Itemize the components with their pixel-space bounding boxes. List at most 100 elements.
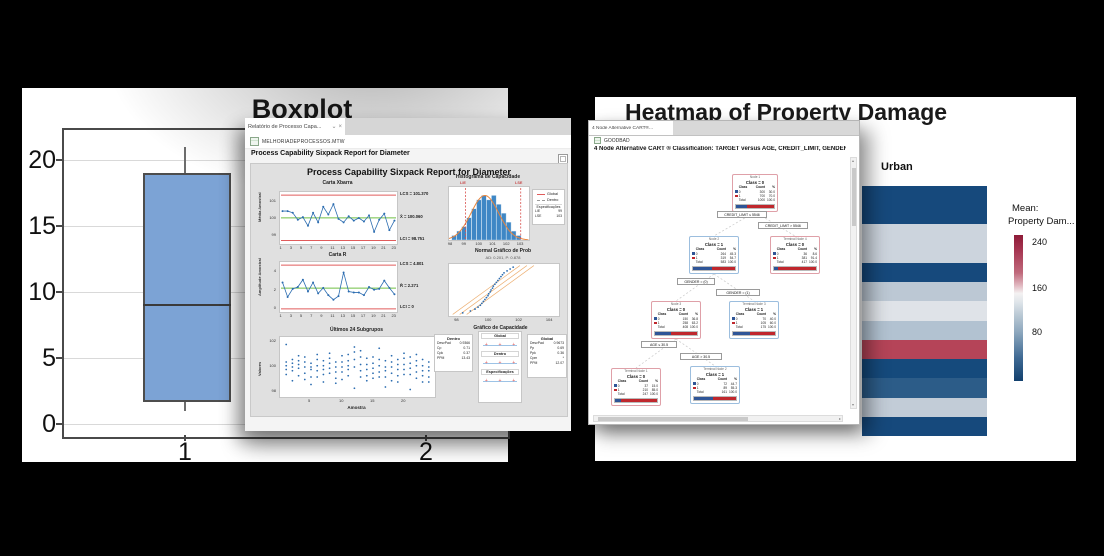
legend-overall-label: Global	[547, 192, 558, 196]
tree-node-n2[interactable]: Node 2 Class = 1 Class Count% 0 264 45.3 1 319 54…	[689, 236, 739, 274]
tick-label: 103	[516, 241, 524, 246]
node-class-row: 1 210 85.0	[614, 388, 658, 392]
stat-row: DesvPad 0.9673	[530, 341, 564, 345]
node-table-header: Class Count%	[738, 185, 775, 190]
node-class-label: Class = 0	[666, 306, 686, 312]
tick-label: 15	[350, 245, 356, 250]
r-ucl-label: LCS = 4.801	[400, 261, 424, 266]
tab-process-capability[interactable]: Relatório de Processo Capa... ⌄ ×	[245, 118, 345, 135]
y-axis-label: 0	[42, 410, 56, 438]
tick-label: 104	[545, 317, 553, 322]
tick-label: 13	[340, 313, 346, 318]
xbar-lcl-label: LCI = 98.751	[400, 236, 425, 241]
horizontal-scrollbar[interactable]: ▸	[593, 415, 843, 422]
legend-within-label: Dentro	[547, 198, 559, 203]
tree-node-tn4[interactable]: Terminal Node 4 Class = 0 Class Count% 0 36 8.…	[770, 236, 820, 274]
tree-node-tn3[interactable]: Terminal Node 3 Class = 1 Class Count% 0 70 40…	[729, 301, 779, 339]
node-total-row: Total 175 100.0	[735, 325, 776, 330]
node-class-bar	[692, 265, 736, 272]
split-label-s6: AGE > 30.5	[680, 353, 722, 360]
sixpack-report-window: Relatório de Processo Capa... ⌄ × MELHOR…	[245, 118, 571, 431]
xbar-center-label: X̄ = 100.060	[400, 214, 423, 219]
heatmap-colorbar	[1014, 235, 1023, 381]
node-class-row: 1 319 54.7	[692, 256, 736, 260]
scroll-right-icon[interactable]: ▸	[838, 416, 841, 421]
tab-label: Relatório de Processo Capa...	[248, 123, 322, 130]
worksheet-row[interactable]: GOODBAD	[589, 136, 849, 145]
split-label-s5: AGE ≤ 30.5	[641, 341, 677, 348]
heatmap-cell	[862, 224, 987, 244]
node-total-row: Total 247 100.0	[617, 392, 658, 397]
within-stats-rows: DesvPad 0.9366 Cp 0.71 Cpk 0.37 PPM 13.43	[437, 341, 470, 361]
node-table-header: Class Count%	[735, 312, 776, 317]
heatmap-cell	[862, 282, 987, 302]
tick-label: 11	[330, 245, 335, 250]
r-center-label: R̄ = 2.271	[400, 283, 419, 288]
heatmap-cell	[862, 262, 987, 283]
r-chart	[279, 261, 398, 313]
xbar-chart	[279, 191, 398, 245]
tick-label: 17	[360, 245, 366, 250]
tree-node-root[interactable]: Node 1 Class = 0 Class Count% 0 300 30.0 1 700 70…	[732, 174, 778, 212]
y-axis-tick	[56, 291, 62, 293]
scroll-down-icon[interactable]: ▾	[852, 402, 855, 407]
node-class-bar	[773, 265, 817, 272]
scrollbar-thumb[interactable]	[598, 417, 748, 421]
heatmap-grid	[862, 186, 987, 437]
node-table-header: Class Count%	[776, 247, 817, 252]
tick-label: 102	[502, 241, 510, 246]
tab-cart-classification[interactable]: 4 Node Alternative CART®...	[589, 121, 673, 135]
tree-node-tn1[interactable]: Terminal Node 1 Class = 0 Class Count% 0 37 15…	[611, 368, 661, 406]
scrollbar-thumb[interactable]	[852, 168, 856, 226]
node-class-bar	[614, 397, 658, 404]
heatmap-legend-title: Mean:	[1012, 203, 1039, 214]
tick-label: 19	[371, 245, 376, 250]
node-class-row: 1 105 60.0	[732, 321, 776, 325]
tick-label: 5	[299, 313, 303, 318]
tree-node-n3[interactable]: Node 3 Class = 0 Class Count% 0 150 36.8 1 258 63…	[651, 301, 701, 339]
last24-x-axis-label: Amostra	[347, 405, 366, 410]
worksheet-row[interactable]: MELHORIADEPROCESSOS.MTW	[245, 135, 571, 149]
node-class-label: Class = 1	[705, 371, 725, 377]
box[interactable]	[143, 173, 231, 402]
heatmap-cell	[862, 205, 987, 225]
histogram-legend: Global Dentro Especificações LIE 99 LSE 103	[532, 189, 565, 225]
overall-stats-rows: DesvPad 0.9673 Pp 0.69 Ppk 0.36 Cpm * PPM 12.07	[530, 341, 564, 367]
node-header: Node 2	[708, 237, 720, 241]
tick-label: 21	[381, 245, 386, 250]
xbar-y-axis-label: Média Amostral	[257, 192, 262, 222]
last24-y-axis-label: Valores	[257, 361, 262, 376]
colorbar-tick: 80	[1032, 327, 1043, 337]
close-icon[interactable]: ×	[338, 123, 342, 130]
tick-label: 7	[310, 313, 313, 318]
interval-specs: +++	[482, 376, 518, 386]
lsl-spec-label: LIE	[460, 181, 466, 185]
vertical-scrollbar[interactable]: ▴ ▾	[850, 157, 857, 409]
tree-node-tn2[interactable]: Terminal Node 2 Class = 1 Class Count% 0 72 44…	[690, 366, 740, 404]
x-axis-tick	[425, 435, 427, 441]
interval-label-overall: Global	[481, 333, 519, 339]
cart-heading: 4 Node Alternative CART ® Classification…	[594, 146, 846, 152]
node-class-bar	[654, 330, 698, 337]
node-class-bar	[735, 203, 775, 210]
chevron-down-icon[interactable]: ⌄	[331, 124, 337, 130]
scroll-up-icon[interactable]: ▴	[852, 158, 855, 163]
median-line	[143, 304, 231, 307]
tick-label: 101	[489, 241, 496, 246]
stat-row: Pp 0.69	[530, 346, 564, 351]
within-line-swatch	[537, 199, 545, 201]
r-x-ticks: 1 3 5 7 9 11 13 15 17 19 21 23	[279, 313, 396, 319]
tick-label: 98	[447, 241, 453, 246]
y-axis-label: 15	[28, 212, 56, 240]
node-class-row: 0 37 15.0	[614, 384, 658, 388]
tick-label: 99	[461, 241, 466, 246]
stat-row: PPM 13.43	[437, 356, 470, 361]
histogram-title: Histograma de Capacidade	[455, 174, 521, 180]
node-class-label: Class = 0	[626, 373, 646, 379]
tick-label: 9	[320, 245, 323, 250]
node-header: Node 1	[749, 175, 761, 179]
last24-title: Últimos 24 Subgrupos	[329, 327, 384, 333]
tick-label: 101	[269, 197, 276, 203]
upper-whisker	[184, 146, 186, 174]
